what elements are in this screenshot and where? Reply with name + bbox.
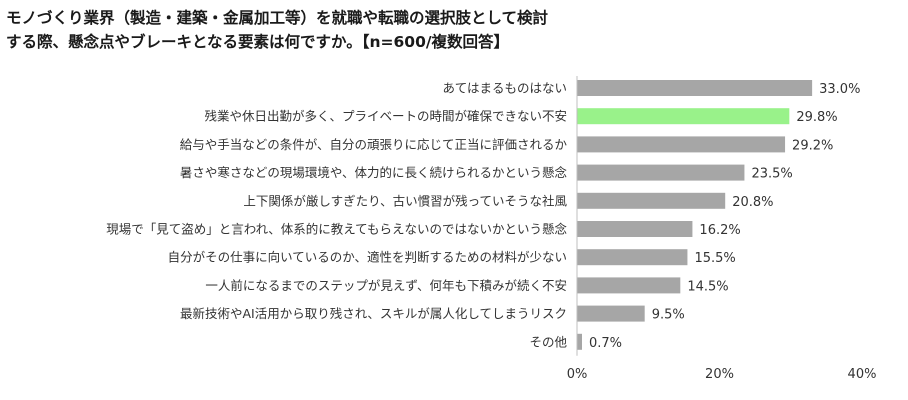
- bar-10: [577, 333, 582, 350]
- category-label-1: あてはまるものはない: [442, 81, 567, 96]
- value-label-3: 29.2%: [792, 138, 833, 153]
- value-label-1: 33.0%: [819, 82, 860, 97]
- value-label-10: 0.7%: [589, 336, 622, 351]
- bar-7: [577, 249, 688, 266]
- value-label-4: 23.5%: [751, 167, 792, 182]
- value-label-5: 20.8%: [732, 195, 773, 210]
- category-label-9: 最新技術やAI活用から取り残され、スキルが属人化してしまうリスク: [180, 306, 567, 321]
- category-label-6: 現場で「見て盗め」と言われ、体系的に教えてもらえないのではないかという懸念: [106, 222, 567, 237]
- bar-9: [577, 305, 645, 322]
- category-label-3: 給与や手当などの条件が、自分の頑張りに応じて正当に評価されるか: [180, 137, 568, 152]
- category-label-7: 自分がその仕事に向いているのか、適性を判断するための材料が少ない: [168, 250, 567, 265]
- bar-8: [577, 277, 681, 294]
- x-tick-label-1: 0%: [567, 367, 588, 382]
- x-tick-label-2: 20%: [705, 367, 734, 382]
- value-label-6: 16.2%: [699, 223, 740, 238]
- bar-5: [577, 192, 726, 209]
- category-label-2: 残業や休日出勤が多く、プライベートの時間が確保できない不安: [204, 109, 567, 124]
- bar-2: [577, 108, 790, 125]
- chart-title: モノづくり業界（製造・建築・金属加工等）を就職や転職の選択肢として検討 する際、…: [6, 6, 886, 54]
- bar-6: [577, 221, 693, 237]
- chart-title-line-1: モノづくり業界（製造・建築・金属加工等）を就職や転職の選択肢として検討: [6, 9, 549, 27]
- value-label-8: 14.5%: [687, 279, 728, 294]
- chart-title-line-2: する際、懸念点やブレーキとなる要素は何ですか。【n=600/複数回答】: [6, 33, 510, 51]
- value-label-9: 9.5%: [652, 308, 685, 323]
- category-label-4: 暑さや寒さなどの現場環境や、体力的に長く続けられるかという懸念: [180, 165, 568, 180]
- value-label-2: 29.8%: [796, 110, 837, 125]
- value-label-7: 15.5%: [694, 251, 735, 266]
- category-label-8: 一人前になるまでのステップが見えず、何年も下積みが続く不安: [205, 278, 567, 293]
- x-tick-label-3: 40%: [848, 367, 877, 382]
- bar-1: [577, 80, 813, 96]
- bar-3: [577, 136, 786, 153]
- bar-4: [577, 164, 745, 181]
- category-label-10: その他: [529, 334, 567, 349]
- category-label-5: 上下関係が厳しすぎたり、古い慣習が残っていそうな社風: [243, 193, 567, 208]
